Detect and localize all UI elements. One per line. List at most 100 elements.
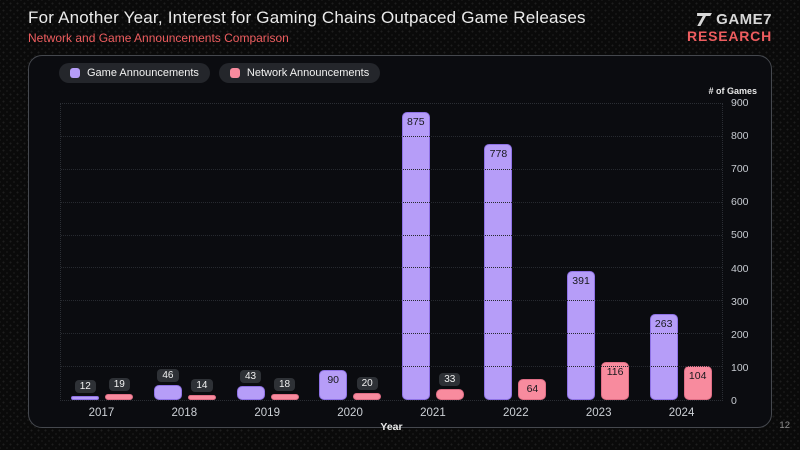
bar-game-announcements-2021[interactable]: 875 [401, 112, 430, 400]
gridline-400 [61, 267, 722, 269]
x-axis-title: Year [380, 421, 403, 433]
bar-group-2018: 46 14 [144, 104, 227, 400]
bar-value-label: 875 [407, 116, 425, 129]
bar-network-announcements-2020[interactable] [353, 393, 382, 400]
bar-group-2024: 263 104 [639, 104, 722, 400]
bar-value-badge: 33 [439, 373, 461, 387]
bar-group-2021: 875 33 [392, 104, 475, 400]
page-title: For Another Year, Interest for Gaming Ch… [28, 8, 586, 27]
game7-mark-icon [697, 13, 713, 27]
bar-network-announcements-2019[interactable] [270, 394, 299, 400]
bar-value-label: 263 [654, 317, 673, 330]
bar-value-badge: 43 [240, 369, 262, 383]
bar-group-2022: 778 64 [474, 104, 557, 400]
bar-network-announcements-2021[interactable] [435, 389, 464, 400]
chart-panel: Game Announcements Network Announcements … [28, 55, 772, 433]
y-tick-900: 900 [731, 97, 749, 109]
y-tick-0: 0 [731, 395, 737, 407]
gridline-700 [61, 168, 722, 170]
bar-game-announcements-2020[interactable]: 90 [319, 370, 348, 400]
bar-game-announcements-2019[interactable] [236, 385, 265, 400]
bar-group-2019: 43 18 [226, 104, 309, 400]
gridline-500 [61, 234, 722, 236]
bar-wrap: 18 [270, 104, 299, 400]
legend-label: Game Announcements [87, 67, 199, 79]
plot-area: 12 19 46 14 43 18 90 20 875 33 778 64 391 116 263 104 [60, 103, 723, 401]
legend-item-game-announcements[interactable]: Game Announcements [59, 63, 210, 83]
y-tick-300: 300 [731, 295, 749, 308]
x-tick-2017: 2017 [88, 407, 115, 419]
bar-game-announcements-2023[interactable]: 391 [567, 271, 596, 400]
legend-item-network-announcements[interactable]: Network Announcements [218, 63, 381, 83]
bar-game-announcements-2017[interactable] [71, 396, 100, 400]
bar-wrap: 263 [649, 104, 678, 400]
bar-value-label: 116 [606, 365, 624, 378]
bar-value-label: 778 [489, 148, 508, 161]
y-tick-400: 400 [731, 262, 749, 275]
bar-wrap: 46 [153, 104, 182, 400]
y-tick-500: 500 [731, 229, 749, 242]
bar-wrap: 19 [105, 104, 134, 400]
bar-value-label: 391 [572, 275, 590, 288]
bar-wrap: 43 [236, 104, 265, 400]
y-tick-700: 700 [731, 163, 749, 176]
legend-swatch [229, 68, 240, 78]
page-number: 12 [779, 420, 790, 431]
bar-group-2020: 90 20 [309, 104, 392, 400]
x-tick-2023: 2023 [585, 407, 612, 419]
bar-wrap: 12 [71, 104, 100, 400]
x-axis-ticks: 2017 2018 2019 2020 2021 2022 2023 2024 [60, 407, 723, 419]
x-tick-2020: 2020 [337, 407, 363, 419]
legend-label: Network Announcements [246, 67, 370, 79]
bar-value-label: 104 [688, 369, 707, 382]
bar-value-label: 90 [327, 374, 340, 387]
bar-game-announcements-2024[interactable]: 263 [649, 313, 678, 400]
bar-value-badge: 20 [356, 377, 378, 391]
bar-wrap: 116 [601, 104, 630, 400]
gridline-300 [61, 300, 722, 302]
bar-wrap: 778 [484, 104, 513, 400]
legend-swatch [70, 68, 80, 78]
bar-wrap: 875 [401, 104, 430, 400]
y-tick-100: 100 [731, 361, 749, 374]
bar-value-badge: 14 [191, 379, 213, 393]
chart-legend: Game Announcements Network Announcements [59, 63, 381, 83]
bar-network-announcements-2024[interactable]: 104 [683, 365, 712, 400]
x-tick-2024: 2024 [668, 407, 695, 419]
bar-group-2017: 12 19 [61, 104, 144, 400]
x-tick-2019: 2019 [254, 407, 280, 419]
y-axis-ticks: 0 100 200 300 400 500 600 700 800 900 [731, 97, 771, 407]
bar-group-2023: 391 116 [557, 104, 640, 400]
bar-wrap: 33 [435, 104, 464, 400]
game7-research-logo: GAME7 RESEARCH [687, 12, 772, 43]
x-tick-2021: 2021 [420, 407, 446, 419]
bar-network-announcements-2023[interactable]: 116 [601, 361, 630, 400]
bar-network-announcements-2018[interactable] [187, 395, 216, 400]
y-tick-200: 200 [731, 328, 749, 341]
bar-value-label: 64 [526, 382, 539, 395]
bar-wrap: 64 [518, 104, 547, 400]
bar-value-badge: 12 [74, 380, 96, 393]
page-subtitle: Network and Game Announcements Compariso… [28, 31, 289, 45]
bar-wrap: 20 [353, 104, 382, 400]
x-tick-2022: 2022 [503, 407, 529, 419]
gridline-100 [61, 366, 722, 368]
bar-network-announcements-2022[interactable]: 64 [518, 378, 547, 400]
y-axis-title: # of Games [708, 86, 757, 96]
gridline-600 [61, 201, 722, 203]
bar-game-announcements-2022[interactable]: 778 [484, 144, 513, 400]
bar-network-announcements-2017[interactable] [105, 393, 134, 400]
gridline-800 [61, 135, 722, 137]
y-tick-600: 600 [731, 196, 749, 209]
bars-container: 12 19 46 14 43 18 90 20 875 33 778 64 391 116 263 104 [61, 104, 722, 400]
x-tick-2018: 2018 [171, 407, 198, 419]
slide-header: For Another Year, Interest for Gaming Ch… [28, 8, 772, 45]
bar-value-badge: 19 [108, 377, 130, 391]
bar-wrap: 104 [683, 104, 712, 400]
bar-game-announcements-2018[interactable] [153, 384, 182, 400]
gridline-200 [61, 333, 722, 335]
bar-wrap: 391 [567, 104, 596, 400]
bar-wrap: 14 [187, 104, 216, 400]
y-tick-800: 800 [731, 130, 749, 143]
logo-division-text: RESEARCH [687, 27, 772, 44]
